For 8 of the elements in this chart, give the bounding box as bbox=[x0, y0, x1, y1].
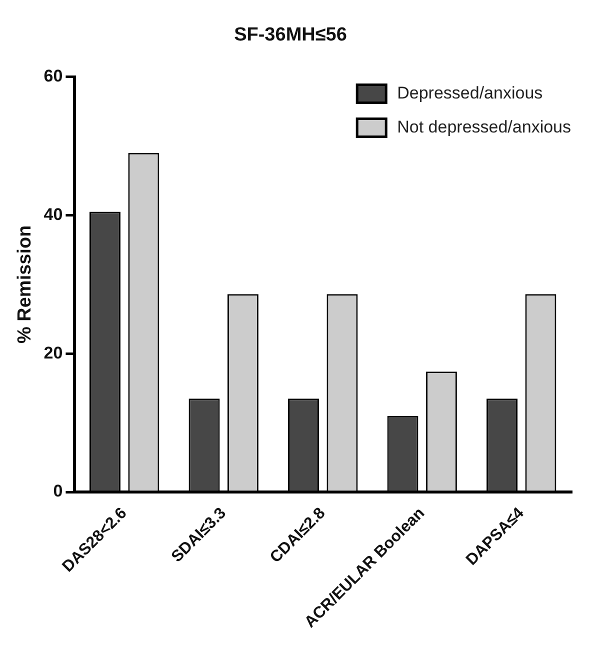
y-tick-label: 60 bbox=[44, 66, 63, 86]
y-axis-title: % Remission bbox=[14, 225, 36, 344]
y-tick-label: 40 bbox=[44, 204, 63, 224]
legend-label: Not depressed/anxious bbox=[397, 117, 572, 136]
y-tick-label: 20 bbox=[44, 343, 63, 362]
legend-label: Depressed/anxious bbox=[397, 83, 543, 102]
y-tick-label: 0 bbox=[53, 482, 63, 501]
chart-title: SF-36MH≤56 bbox=[234, 24, 347, 46]
